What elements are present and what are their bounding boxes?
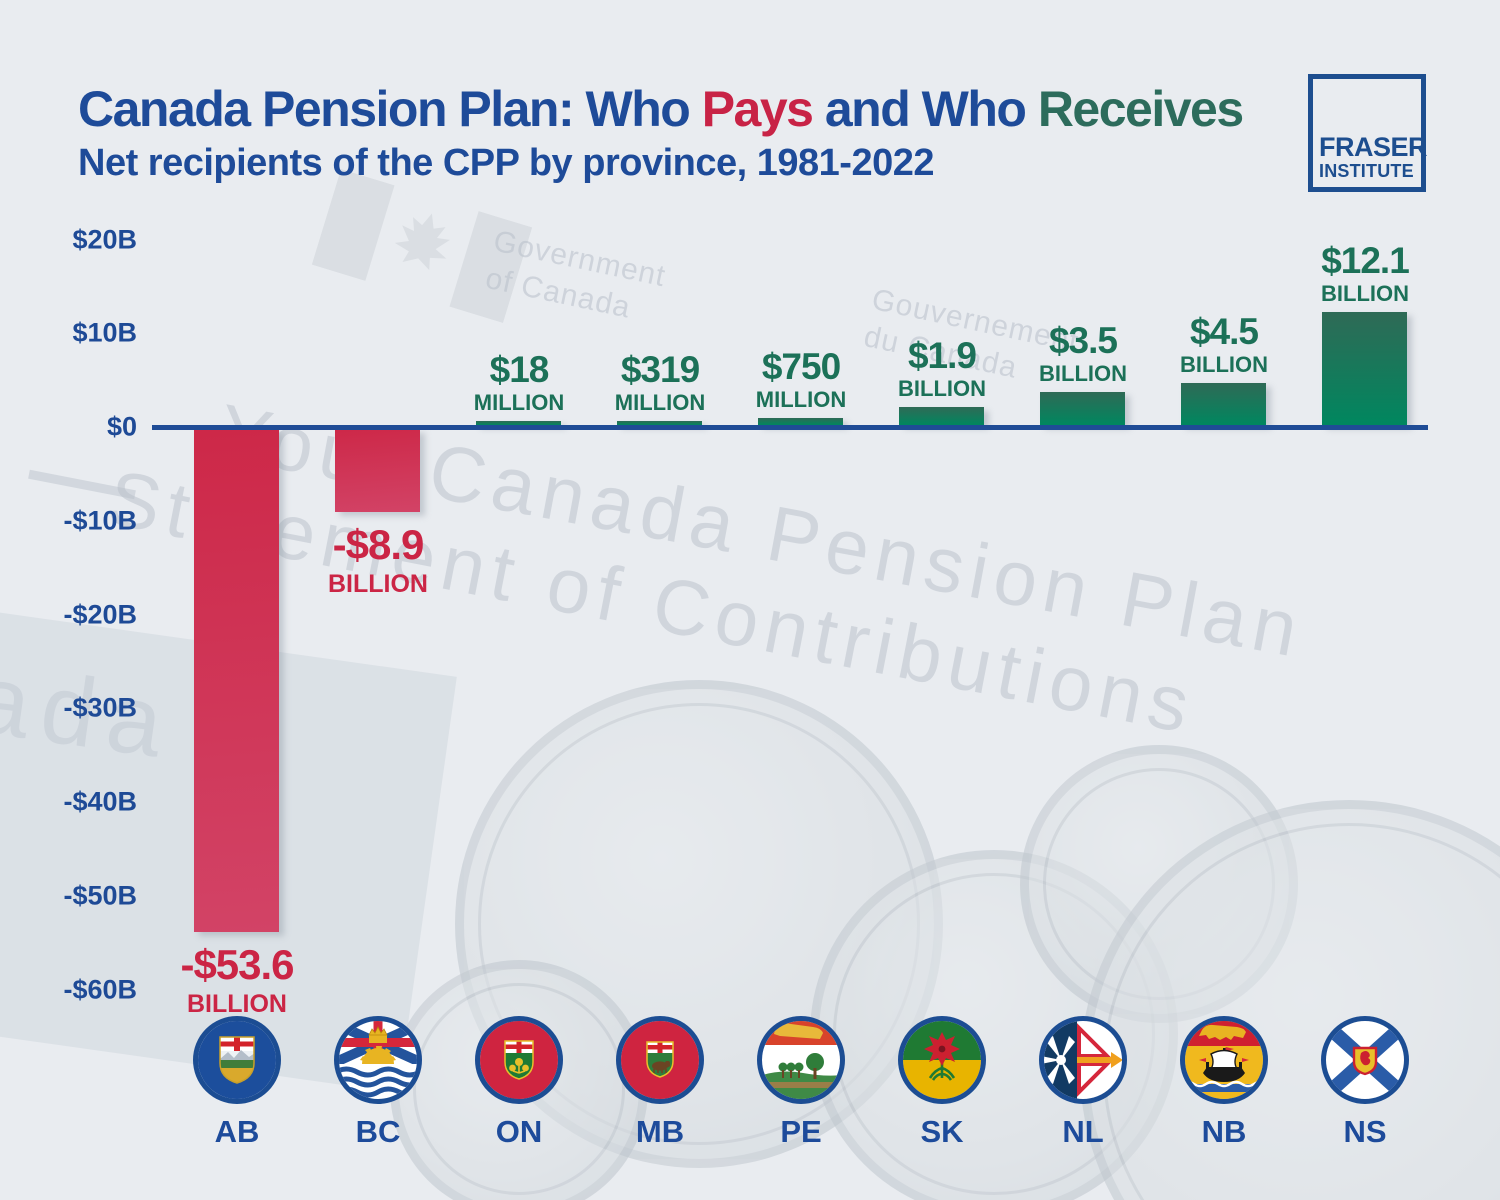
bar-bc xyxy=(335,429,420,513)
title-segment-pays: Pays xyxy=(701,81,814,137)
province-badge-bc: BC xyxy=(303,1016,453,1150)
bar-value-label-on: $18 MILLION xyxy=(473,349,565,415)
flag-nl-icon xyxy=(1039,1016,1127,1104)
bar-mb xyxy=(617,421,702,425)
page-title: Canada Pension Plan: Who Pays and Who Re… xyxy=(78,80,1244,138)
y-axis-tick: -$10B xyxy=(63,505,137,536)
flag-bc-icon xyxy=(334,1016,422,1104)
bar-value-label-ns: $12.1 BILLION xyxy=(1321,239,1410,306)
flag-on-icon xyxy=(475,1016,563,1104)
province-code: BC xyxy=(355,1114,401,1149)
logo-text-fraser: FRASER xyxy=(1319,132,1428,162)
province-code: MB xyxy=(635,1114,685,1149)
province-badge-mb: MB xyxy=(585,1016,735,1150)
y-axis: $20B $10B $0 -$10B -$20B -$30B -$40B -$5… xyxy=(0,0,137,1200)
province-code: NS xyxy=(1343,1114,1387,1149)
bar-on xyxy=(476,421,561,425)
bar-ns xyxy=(1322,311,1407,425)
title-segment: and Who xyxy=(812,81,1038,137)
page-subtitle: Net recipients of the CPP by province, 1… xyxy=(78,142,934,184)
bar-value-label-bc: -$8.9 BILLION xyxy=(328,521,428,599)
bar-value-label-nb: $4.5 BILLION xyxy=(1180,310,1268,377)
bar-nb xyxy=(1181,382,1266,425)
flag-ns-icon xyxy=(1321,1016,1409,1104)
flag-mb-icon xyxy=(616,1016,704,1104)
province-badge-nl: NL xyxy=(1008,1016,1158,1150)
flag-sk-icon xyxy=(898,1016,986,1104)
province-badge-nb: NB xyxy=(1149,1016,1299,1150)
logo-text-institute: INSTITUTE xyxy=(1319,161,1414,181)
bar-value-label-ab: -$53.6 BILLION xyxy=(180,940,294,1018)
province-code: NB xyxy=(1201,1114,1247,1149)
bar-value-label-pe: $750 MILLION xyxy=(755,345,847,412)
province-badge-pe: PE xyxy=(726,1016,876,1150)
bar-value-label-sk: $1.9 BILLION xyxy=(898,335,986,402)
bar-nl xyxy=(1040,392,1125,425)
province-badge-ab: AB xyxy=(162,1016,312,1150)
y-axis-tick: -$60B xyxy=(63,974,137,1004)
canada-flag-watermark-icon xyxy=(311,168,533,324)
zero-baseline xyxy=(152,424,1428,430)
flag-ab-icon xyxy=(193,1016,281,1104)
y-axis-tick: -$50B xyxy=(63,880,137,911)
province-code: NL xyxy=(1062,1114,1104,1149)
province-code: ON xyxy=(495,1114,543,1149)
y-axis-tick: $0 xyxy=(106,411,137,442)
flag-nb-icon xyxy=(1180,1016,1268,1104)
coin-watermark xyxy=(1020,745,1298,1023)
y-axis-tick: -$20B xyxy=(63,599,137,629)
y-axis-tick: -$30B xyxy=(63,692,137,723)
province-code: PE xyxy=(780,1114,822,1149)
bar-value-label-nl: $3.5 BILLION xyxy=(1039,320,1127,387)
province-badge-sk: SK xyxy=(867,1016,1017,1150)
province-code: SK xyxy=(920,1114,964,1149)
y-axis-tick: $10B xyxy=(72,317,137,348)
y-axis-tick: -$40B xyxy=(63,786,137,817)
bar-value-label-mb: $319 MILLION xyxy=(614,349,706,415)
title-segment-receives: Receives xyxy=(1037,81,1244,137)
bar-pe xyxy=(758,417,843,425)
bar-sk xyxy=(899,407,984,425)
title-segment: Canada Pension Plan: Who xyxy=(78,81,702,137)
province-code: AB xyxy=(214,1114,260,1149)
bar-ab xyxy=(194,429,279,932)
y-axis-tick: $20B xyxy=(72,224,137,254)
province-badge-on: ON xyxy=(444,1016,594,1150)
watermark-gov-en: Government of Canada xyxy=(482,224,669,325)
fraser-institute-logo: FRASER INSTITUTE xyxy=(1308,74,1428,192)
flag-pe-icon xyxy=(757,1016,845,1104)
province-badge-ns: NS xyxy=(1290,1016,1440,1150)
